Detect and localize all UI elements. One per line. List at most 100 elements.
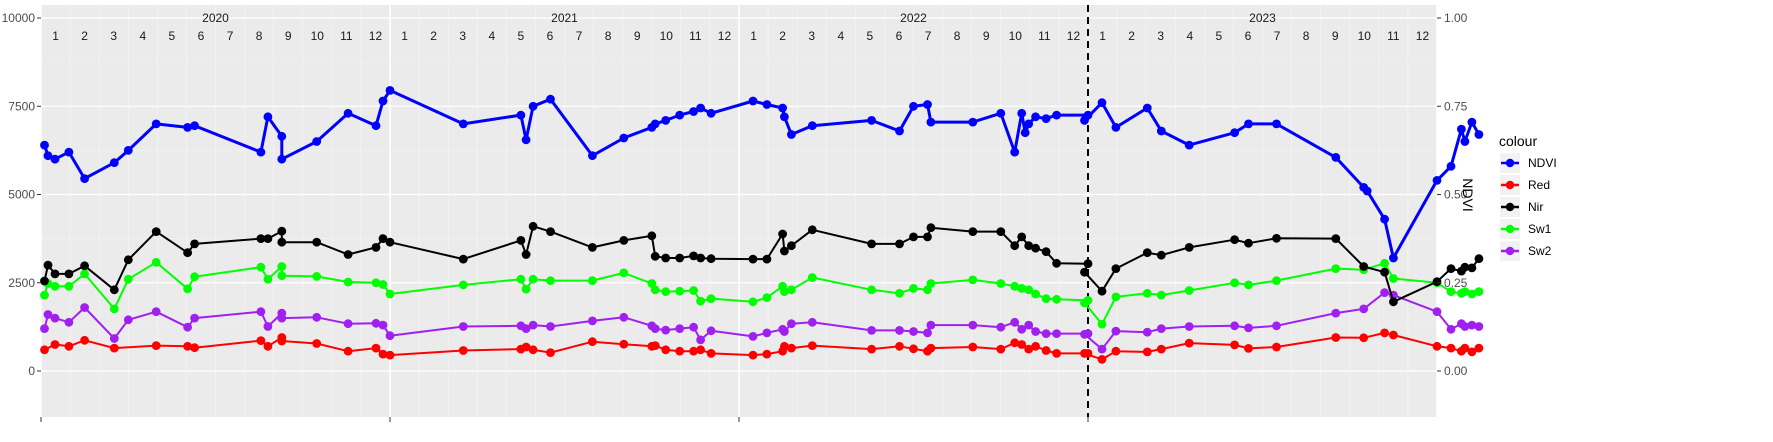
month-label: 3: [1157, 29, 1164, 43]
month-label: 4: [837, 29, 844, 43]
data-point-sw1: [1017, 284, 1027, 293]
data-point-sw2: [123, 315, 133, 325]
data-point-red: [50, 340, 60, 349]
data-point-nir: [263, 234, 273, 244]
data-point-nir: [1331, 234, 1341, 244]
y-left-tick-label: 10000: [2, 11, 36, 25]
y-left-tick-label: 5000: [8, 188, 35, 202]
data-point-sw2: [1017, 324, 1027, 334]
year-labels: 2020 2021 2022 2023: [202, 11, 1276, 25]
data-point-nir: [780, 246, 789, 256]
data-point-sw2: [1080, 329, 1089, 339]
data-point-red: [787, 343, 796, 353]
month-label: 6: [1245, 29, 1252, 43]
data-point-ndvi: [277, 131, 287, 141]
month-label: 3: [110, 29, 117, 43]
month-label: 9: [1332, 29, 1339, 43]
month-label: 12: [369, 29, 383, 43]
data-point-red: [1031, 341, 1040, 351]
data-point-sw1: [50, 281, 60, 291]
data-point-sw1: [895, 288, 904, 298]
data-point-nir: [619, 236, 629, 245]
y-axis-right: 0.00 0.25 0.50 0.75 1.00: [1437, 11, 1468, 378]
legend-item-ndvi: NDVI: [1500, 153, 1557, 173]
data-point-sw2: [675, 324, 685, 333]
data-point-red: [64, 341, 74, 351]
data-point-sw2: [968, 320, 978, 330]
data-point-ndvi: [458, 119, 468, 129]
month-label: 12: [718, 29, 732, 43]
data-point-sw2: [385, 331, 395, 341]
data-point-nir: [312, 237, 322, 247]
data-point-nir: [1031, 243, 1040, 253]
data-point-ndvi: [80, 174, 89, 184]
data-point-sw2: [371, 318, 381, 328]
data-point-sw1: [1184, 286, 1194, 295]
data-point-sw1: [1460, 287, 1470, 296]
data-point-red: [1331, 333, 1341, 342]
data-point-nir: [778, 229, 787, 239]
data-point-ndvi: [43, 151, 53, 161]
data-point-ndvi: [1380, 214, 1389, 224]
data-point-nir: [458, 254, 468, 264]
month-label: 8: [954, 29, 961, 43]
y-left-tick-label: 0: [28, 364, 35, 378]
data-point-sw1: [996, 279, 1006, 288]
data-point-sw1: [1024, 285, 1034, 295]
data-point-sw1: [256, 262, 266, 272]
legend-label: Sw2: [1528, 244, 1552, 258]
data-point-ndvi: [1467, 117, 1477, 127]
data-point-ndvi: [867, 116, 876, 125]
data-point-sw2: [895, 326, 904, 335]
data-point-sw1: [521, 284, 531, 294]
data-point-ndvi: [1031, 112, 1040, 122]
month-label: 10: [1009, 29, 1023, 43]
data-point-ndvi: [1362, 186, 1372, 196]
data-point-sw2: [256, 307, 266, 317]
data-point-sw2: [80, 303, 89, 312]
data-point-sw1: [1156, 290, 1166, 300]
data-point-ndvi: [1272, 119, 1281, 129]
data-point-red: [1097, 355, 1107, 364]
data-point-sw1: [1041, 294, 1051, 303]
data-point-ndvi: [1041, 114, 1051, 123]
data-point-nir: [528, 221, 538, 231]
data-point-ndvi: [1017, 108, 1027, 118]
y-right-tick-label: 0.25: [1444, 276, 1468, 290]
data-point-nir: [1467, 263, 1477, 273]
data-point-sw2: [867, 326, 876, 335]
data-point-nir: [378, 234, 388, 244]
data-point-sw1: [183, 284, 193, 294]
data-point-sw2: [1432, 307, 1442, 317]
data-point-nir: [40, 276, 49, 286]
data-point-red: [80, 335, 89, 345]
month-label: 7: [227, 29, 234, 43]
data-point-sw2: [780, 327, 789, 336]
data-point-red: [696, 345, 705, 355]
month-label: 8: [256, 29, 263, 43]
data-point-sw2: [151, 307, 161, 317]
data-point-nir: [1244, 238, 1253, 248]
data-point-red: [343, 346, 353, 356]
data-point-sw2: [64, 317, 74, 327]
data-point-sw1: [762, 293, 772, 302]
data-point-red: [1244, 344, 1253, 353]
legend-label: Sw1: [1528, 222, 1552, 236]
data-point-ndvi: [1097, 98, 1107, 108]
data-point-sw1: [807, 273, 817, 282]
data-point-sw1: [263, 274, 273, 284]
data-point-nir: [343, 250, 353, 259]
data-point-sw1: [748, 297, 758, 307]
data-point-nir: [1097, 286, 1107, 296]
data-point-red: [807, 341, 817, 350]
data-point-ndvi: [1446, 161, 1456, 171]
data-point-red: [263, 341, 273, 351]
data-point-sw1: [909, 284, 918, 293]
y-right-tick-label: 0.50: [1444, 188, 1468, 202]
data-point-nir: [706, 254, 716, 264]
data-point-red: [277, 336, 287, 346]
data-point-sw1: [1446, 287, 1456, 296]
data-point-nir: [50, 269, 60, 279]
data-point-nir: [277, 237, 287, 247]
data-point-sw1: [277, 271, 287, 281]
